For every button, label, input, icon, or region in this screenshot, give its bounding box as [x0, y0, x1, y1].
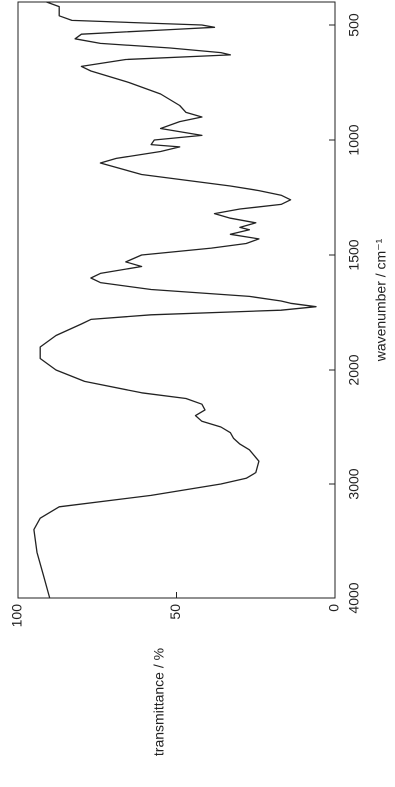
y-tick-label: 100 [9, 604, 25, 628]
y-tick-label: 50 [167, 604, 183, 620]
plot-frame [17, 1, 336, 599]
x-tick-label: 2000 [346, 354, 362, 385]
x-tick-label: 4000 [346, 582, 362, 613]
x-tick-label: 1500 [346, 239, 362, 270]
y-axis-title: transmittance / % [151, 648, 167, 756]
x-tick-label: 500 [346, 13, 362, 37]
x-tick-label: 3000 [346, 468, 362, 499]
x-axis-title: wavenumber / cm⁻¹ [373, 238, 389, 362]
spectrum-line [33, 1, 317, 599]
x-tick-label: 1000 [346, 124, 362, 155]
y-tick-label: 0 [326, 604, 342, 612]
rotated-plot: transmittance / % wavenumber / cm⁻¹ 4000… [9, 1, 389, 756]
